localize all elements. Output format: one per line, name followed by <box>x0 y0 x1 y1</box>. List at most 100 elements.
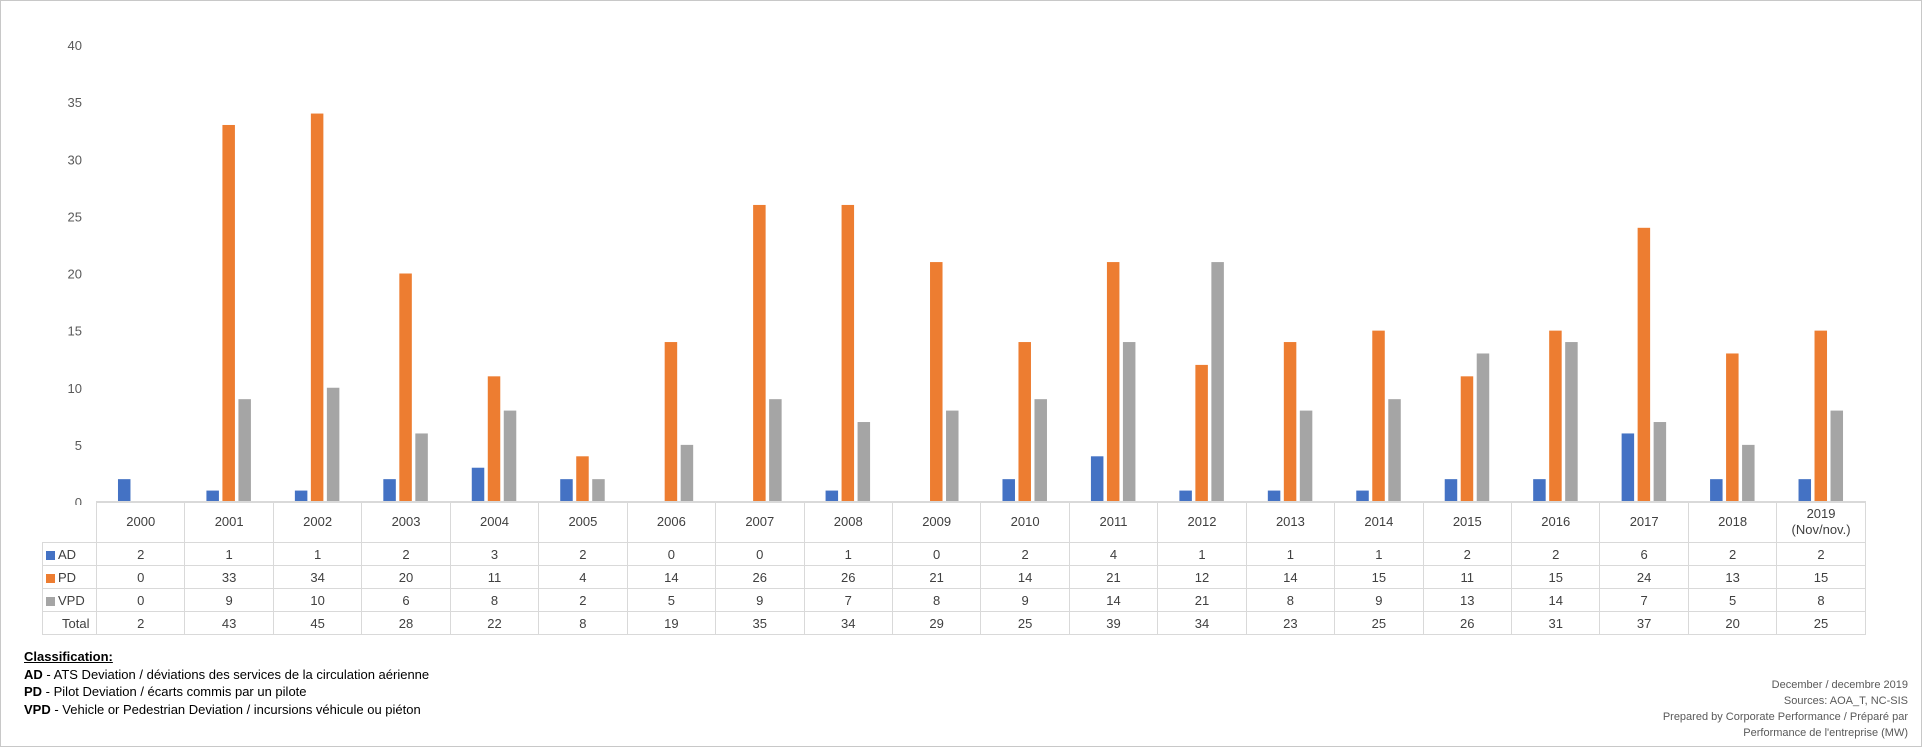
data-label: 2 <box>1687 542 1778 566</box>
bar-vpd <box>415 433 428 502</box>
data-label: 33 <box>184 565 274 589</box>
bar-vpd <box>857 422 871 502</box>
y-axis: 0 5 10 15 20 25 30 35 40 <box>68 38 82 505</box>
data-label: 1 <box>803 542 893 566</box>
bar-ad <box>560 479 573 502</box>
category-label-line: 2013 <box>1275 514 1305 529</box>
series-name: AD <box>58 546 77 562</box>
bar-pd <box>222 124 235 502</box>
bar-ad <box>1356 490 1369 502</box>
bar-pd <box>487 376 501 502</box>
data-label: 24 <box>1599 565 1689 589</box>
data-label: 5 <box>1687 588 1778 612</box>
data-label: 14 <box>1068 588 1159 612</box>
bar-vpd <box>1476 353 1490 502</box>
bar-pd <box>399 273 412 502</box>
data-label: 2 <box>538 588 628 612</box>
data-label: 15 <box>1334 565 1424 589</box>
total-value: 31 <box>1510 611 1601 635</box>
total-value: 25 <box>980 611 1070 635</box>
data-label: 14 <box>1245 565 1336 589</box>
category-label: 2017 <box>1599 501 1689 543</box>
classification-text: Pilot Deviation / écarts commis par un p… <box>53 684 307 699</box>
classification-item-pd: PD - Pilot Deviation / écarts commis par… <box>24 683 429 701</box>
legend-key-ad <box>46 550 55 560</box>
y-tick-label: 20 <box>68 267 82 282</box>
data-label: 21 <box>891 565 982 589</box>
total-value: 19 <box>626 611 717 635</box>
series-name: VPD <box>58 592 85 608</box>
series-label: PD <box>42 565 97 589</box>
category-label-line: 2014 <box>1364 514 1394 529</box>
total-value: 25 <box>1776 611 1866 635</box>
bar-pd <box>841 204 855 502</box>
bar-ad <box>206 490 219 502</box>
bar-pd <box>1549 330 1562 502</box>
category-label-line: 2009 <box>922 514 952 529</box>
data-label: 11 <box>449 565 540 589</box>
credits-sources: Sources: AOA_T, NC-SIS <box>1783 695 1908 707</box>
category-label: 2019 (Nov/nov.) <box>1776 501 1866 543</box>
data-label: 2 <box>1510 542 1601 566</box>
category-label: 2013 <box>1245 501 1336 543</box>
total-value: 20 <box>1687 611 1778 635</box>
category-label-line: 2005 <box>568 514 598 529</box>
bar-pd <box>753 204 766 502</box>
bar-ad <box>1533 479 1546 502</box>
data-label: 1 <box>272 542 363 566</box>
data-label: 8 <box>891 588 982 612</box>
data-label: 0 <box>891 542 982 566</box>
bar-ad <box>117 479 131 502</box>
table-row-total: Total 2 43 45 28 22 8 19 35 34 29 25 39 34 23 25 26 31 37 2… <box>42 611 1866 635</box>
y-tick-label: 30 <box>68 152 82 167</box>
y-tick-label: 25 <box>68 209 82 224</box>
category-label-line: 2010 <box>1010 514 1040 529</box>
table-row: VPD 0 9 10 6 8 2 5 9 7 8 9 14 21 8 9 13 14 7 5 8 <box>42 588 1866 612</box>
total-value: 29 <box>891 611 982 635</box>
classification-item-ad: AD - ATS Deviation / déviations des serv… <box>24 666 429 684</box>
data-label: 1 <box>1245 542 1336 566</box>
bar-vpd <box>1122 342 1136 502</box>
category-label-line: 2004 <box>480 514 509 529</box>
data-label: 0 <box>715 542 805 566</box>
data-label: 9 <box>980 588 1070 612</box>
bar-vpd <box>680 444 694 502</box>
y-tick-label: 0 <box>75 495 82 505</box>
data-label: 4 <box>1068 542 1159 566</box>
category-label-line: 2001 <box>214 514 244 529</box>
bar-ad <box>1090 456 1104 502</box>
data-label: 14 <box>626 565 717 589</box>
bar-pd <box>310 113 324 503</box>
category-label-line: 2019 <box>1806 506 1836 521</box>
bar-ad <box>1444 479 1458 502</box>
total-value: 28 <box>361 611 451 635</box>
series-label: AD <box>42 542 97 566</box>
category-label-line: 2008 <box>833 514 863 529</box>
category-label: 2005 <box>538 501 628 543</box>
bar-vpd <box>1388 399 1401 502</box>
y-tick-label: 35 <box>68 95 82 110</box>
category-label: 2015 <box>1422 501 1513 543</box>
bar-pd <box>1018 342 1031 502</box>
bar-pd <box>1726 353 1739 502</box>
category-label: 2018 <box>1687 501 1778 543</box>
category-label: 2014 <box>1334 501 1424 543</box>
classification-code: VPD <box>24 701 51 717</box>
bar-vpd <box>1565 342 1578 502</box>
data-label: 21 <box>1068 565 1159 589</box>
bar-vpd <box>326 387 340 502</box>
category-label: 2002 <box>272 501 363 543</box>
bar-pd <box>1106 262 1120 502</box>
category-label-line: 2015 <box>1452 514 1482 529</box>
bar-vpd <box>1211 262 1224 502</box>
category-label: 2009 <box>891 501 982 543</box>
y-tick-label: 10 <box>68 381 82 396</box>
data-label: 8 <box>1776 588 1866 612</box>
data-label: 34 <box>272 565 363 589</box>
bar-pd <box>1460 376 1474 502</box>
bar-vpd <box>1653 422 1667 502</box>
category-label: 2016 <box>1510 501 1601 543</box>
bar-vpd <box>1034 399 1047 502</box>
y-tick-label: 15 <box>68 324 82 339</box>
classification-title: Classification: <box>24 649 113 664</box>
